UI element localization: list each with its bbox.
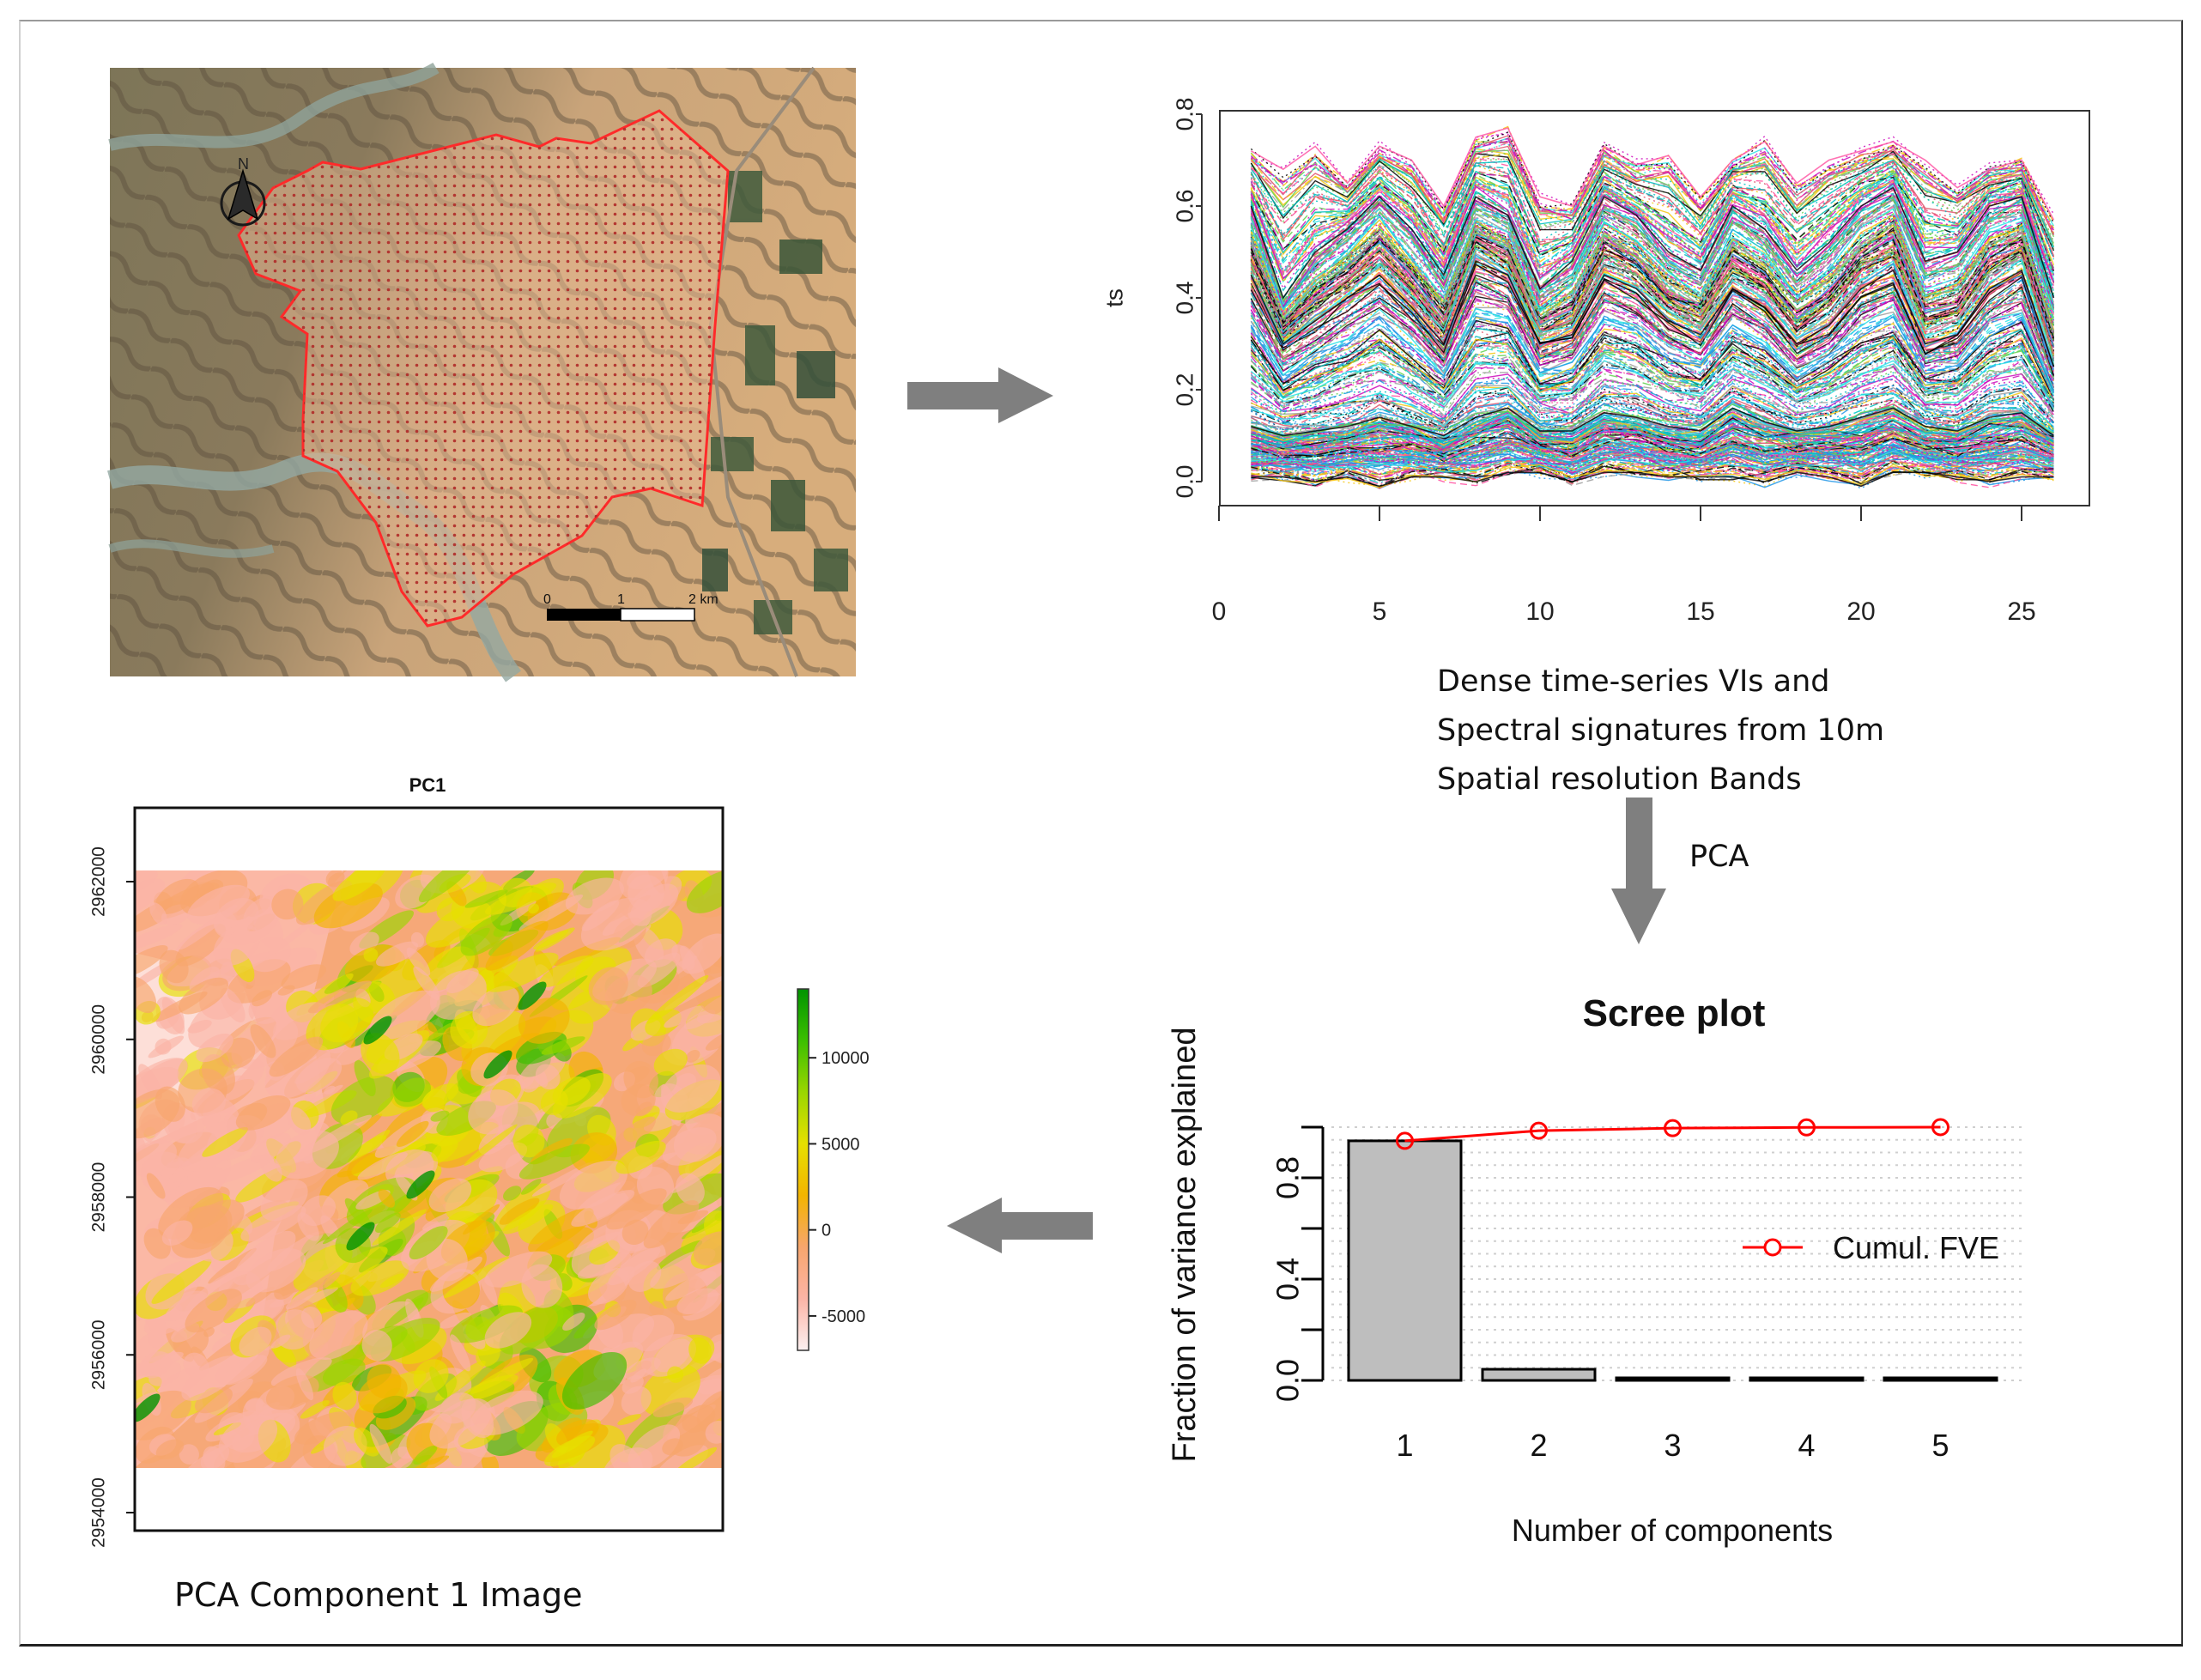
north-label: N xyxy=(238,155,249,173)
bar xyxy=(1749,1376,1864,1382)
svg-text:0: 0 xyxy=(1212,597,1227,626)
svg-text:1: 1 xyxy=(617,592,625,607)
svg-text:0.8: 0.8 xyxy=(1172,98,1198,131)
pc1-caption: PCA Component 1 Image xyxy=(174,1576,583,1614)
time-series-chart: 0.0 0.2 0.4 0.6 0.8 ts 0 5 10 15 20 25 xyxy=(1101,98,2090,626)
svg-text:0: 0 xyxy=(822,1222,831,1240)
svg-text:5000: 5000 xyxy=(822,1135,860,1154)
svg-text:2956000: 2956000 xyxy=(89,1319,109,1390)
svg-text:1: 1 xyxy=(1396,1428,1413,1463)
svg-text:0.4: 0.4 xyxy=(1172,282,1198,315)
cumulative-line xyxy=(1396,1118,1949,1150)
svg-text:0.4: 0.4 xyxy=(1270,1258,1306,1301)
svg-text:15: 15 xyxy=(1686,597,1714,626)
colorbar: -5000 0 5000 10000 xyxy=(797,988,870,1351)
time-series-caption: Dense time-series VIs and Spectral signa… xyxy=(1437,658,1884,804)
pc1-raster xyxy=(135,870,723,1468)
svg-text:0.0: 0.0 xyxy=(1270,1359,1306,1402)
scale-bar: 0 1 2 km xyxy=(543,592,719,622)
svg-text:5: 5 xyxy=(1931,1428,1949,1463)
x-axis: 0 5 10 15 20 25 xyxy=(1212,505,2036,626)
y-axis: 0.0 0.4 0.8 Fraction of variance explained xyxy=(1167,1028,1325,1463)
arrow-left-icon xyxy=(947,1198,1093,1253)
svg-text:0.2: 0.2 xyxy=(1172,373,1198,407)
y-axis-title: ts xyxy=(1101,288,1128,307)
x-axis-title: Number of components xyxy=(1512,1513,1833,1548)
y-axis-title: Fraction of variance explained xyxy=(1167,1028,1203,1463)
svg-text:0: 0 xyxy=(543,592,551,607)
svg-text:10000: 10000 xyxy=(822,1049,870,1068)
caption-line: Dense time-series VIs and xyxy=(1437,664,1830,699)
svg-text:2 km: 2 km xyxy=(688,592,719,607)
caption-line: Spectral signatures from 10m xyxy=(1437,713,1885,748)
scree-title: Scree plot xyxy=(1583,992,1766,1034)
bar xyxy=(1347,1139,1463,1382)
arrow-right-icon xyxy=(907,367,1053,423)
svg-text:Cumul. FVE: Cumul. FVE xyxy=(1833,1230,1999,1265)
svg-text:2954000: 2954000 xyxy=(89,1477,109,1548)
svg-text:2962000: 2962000 xyxy=(89,846,109,917)
y-axis: 0.0 0.2 0.4 0.6 0.8 ts xyxy=(1101,98,1203,499)
pc1-frame xyxy=(133,806,725,1532)
caption-line: Spatial resolution Bands xyxy=(1437,762,1802,797)
legend: Cumul. FVE xyxy=(1743,1230,1999,1265)
svg-text:3: 3 xyxy=(1664,1428,1681,1463)
svg-text:2960000: 2960000 xyxy=(89,1004,109,1075)
svg-text:25: 25 xyxy=(2007,597,2035,626)
bar xyxy=(1883,1376,1998,1382)
svg-text:2: 2 xyxy=(1530,1428,1547,1463)
y-axis: 2954000 2956000 2958000 2960000 2962000 xyxy=(89,846,135,1548)
arrow-down-icon xyxy=(1611,798,1666,944)
svg-text:20: 20 xyxy=(1846,597,1875,626)
svg-text:4: 4 xyxy=(1798,1428,1815,1463)
svg-text:5: 5 xyxy=(1373,597,1387,626)
svg-text:2958000: 2958000 xyxy=(89,1162,109,1233)
pca-label: PCA xyxy=(1689,840,1749,874)
study-area-map: N 0 1 2 km xyxy=(106,62,856,682)
svg-text:0.8: 0.8 xyxy=(1270,1156,1306,1199)
north-arrow-icon: N xyxy=(220,155,266,227)
x-axis: 1 2 3 4 5 Number of components xyxy=(1396,1428,1949,1548)
figure-border xyxy=(19,20,2183,1647)
svg-text:0.6: 0.6 xyxy=(1172,190,1198,223)
pc1-raster-plot: PC1 2954000 2956000 2958000 2960000 2962000 -5… xyxy=(89,774,870,1548)
bars xyxy=(1347,1139,1998,1382)
bar xyxy=(1481,1368,1597,1382)
svg-text:0.0: 0.0 xyxy=(1172,465,1198,499)
time-series-lines xyxy=(1250,125,2055,489)
svg-text:-5000: -5000 xyxy=(822,1307,865,1326)
scree-plot: Scree plot 0.0 0.4 0.8 Fraction of variance … xyxy=(1167,992,2022,1548)
bar xyxy=(1615,1376,1731,1382)
svg-text:10: 10 xyxy=(1525,597,1554,626)
pc1-title: PC1 xyxy=(409,774,446,796)
